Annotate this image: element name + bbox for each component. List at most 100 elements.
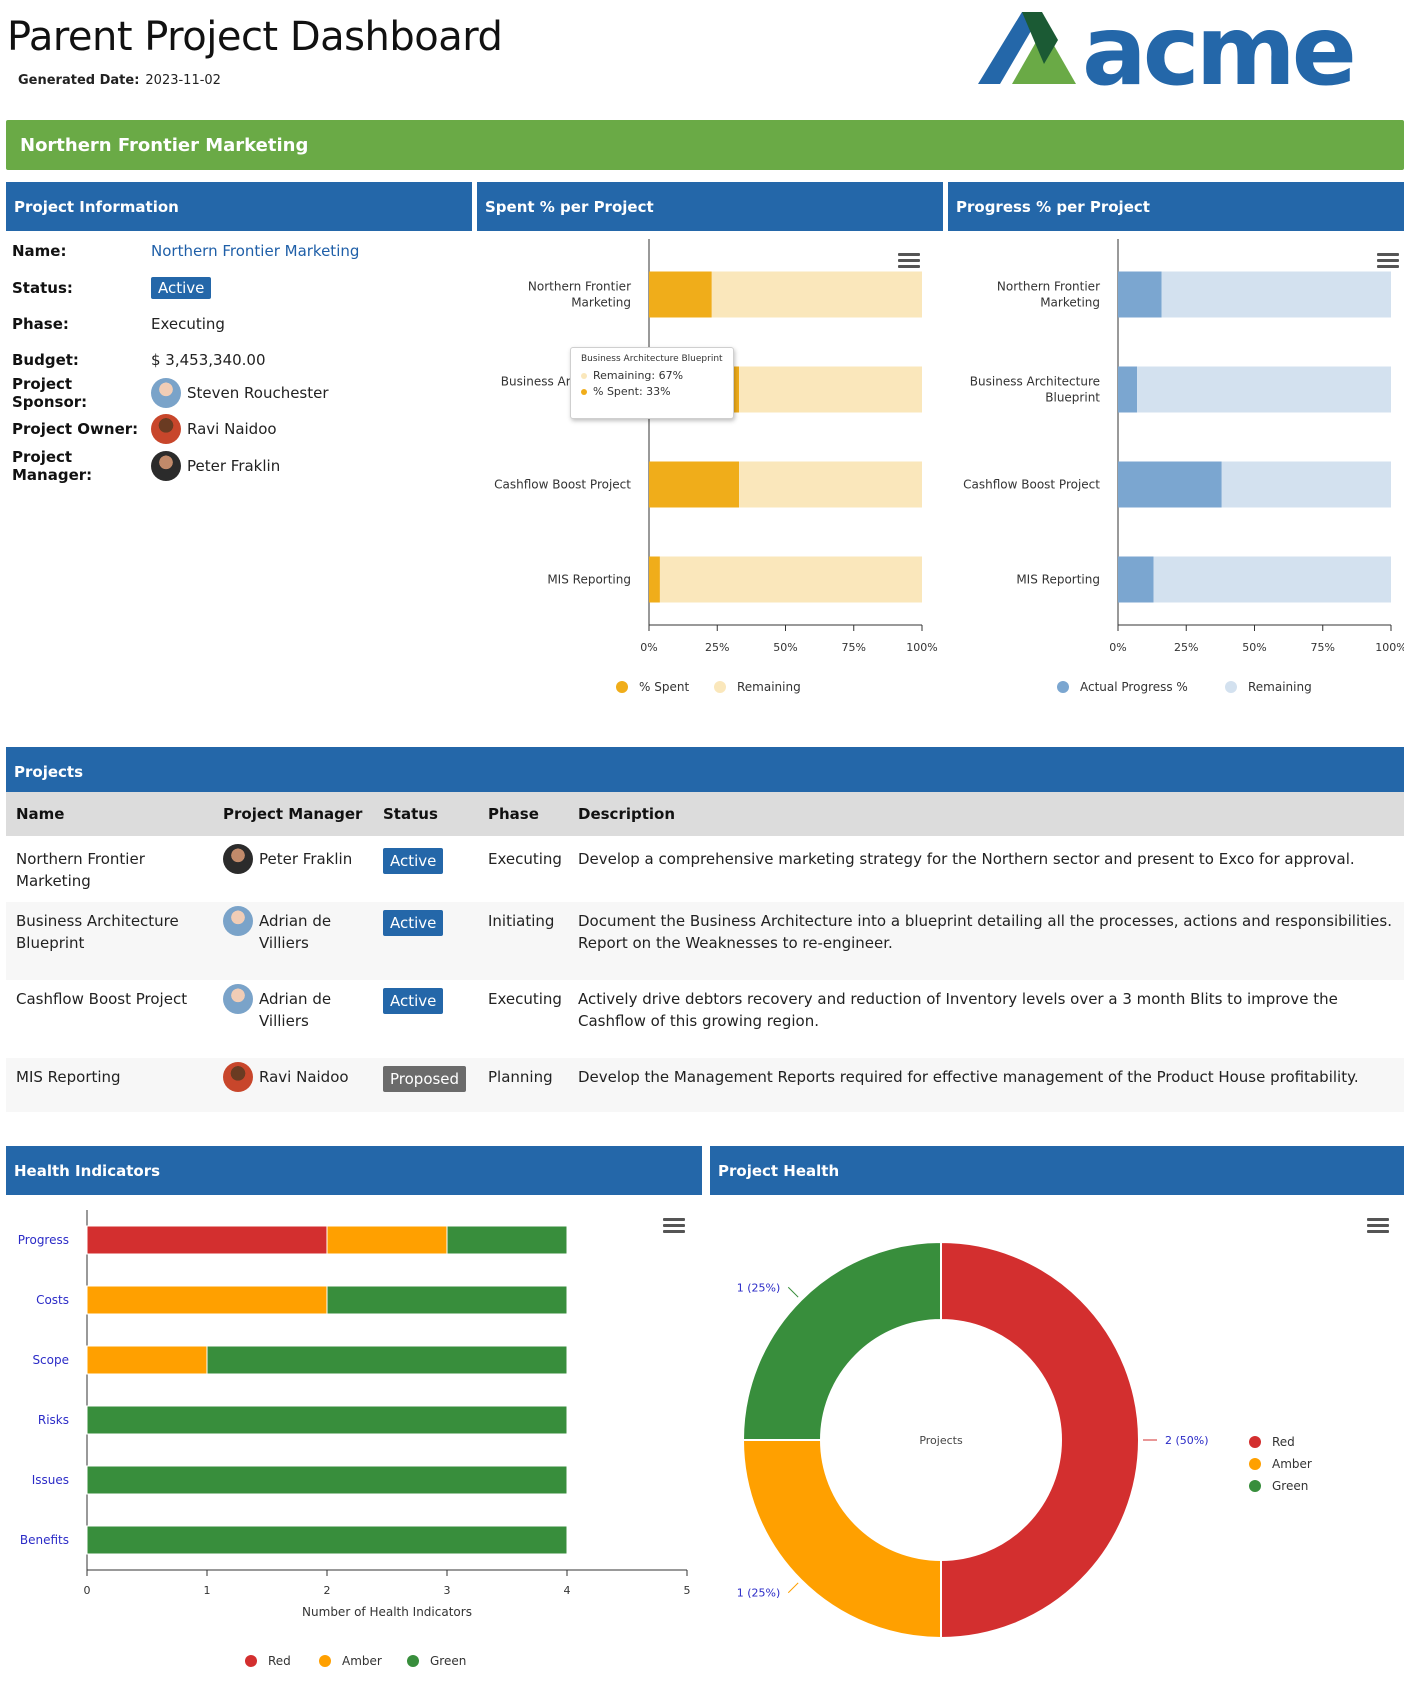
x-tick-label: 0% <box>640 641 657 654</box>
info-row-owner: Project Owner: Ravi Naidoo <box>12 414 277 444</box>
category-label: Northern Frontier <box>997 280 1100 294</box>
category-label: Northern Frontier <box>528 280 631 294</box>
col-manager: Project Manager <box>223 805 363 823</box>
row-phase: Executing <box>488 850 562 868</box>
sponsor-name: Steven Rouchester <box>187 384 329 402</box>
status-label: Status: <box>12 279 73 297</box>
acme-logo-icon: acme <box>978 6 1357 96</box>
row-description: Actively drive debtors recovery and redu… <box>578 990 1338 1030</box>
category-label: Scope <box>32 1353 69 1367</box>
donut-center-label: Projects <box>919 1434 963 1447</box>
table-row[interactable]: MIS Reporting Ravi Naidoo Proposed Plann… <box>6 1058 1404 1112</box>
project-health-header: Project Health <box>710 1146 1404 1195</box>
bar-remaining <box>1221 461 1391 508</box>
legend-label: Remaining <box>737 680 801 694</box>
progress-chart-menu-icon[interactable] <box>1377 253 1399 271</box>
x-tick-label: 75% <box>1311 641 1335 654</box>
table-row[interactable]: Northern Frontier Marketing Peter Frakli… <box>6 840 1404 902</box>
col-status: Status <box>383 805 438 823</box>
table-row[interactable]: Cashflow Boost Project Adrian de Villier… <box>6 980 1404 1058</box>
phase-label: Phase: <box>12 315 69 333</box>
bar-green <box>326 1285 568 1315</box>
project-banner: Northern Frontier Marketing <box>6 120 1404 170</box>
svg-text:acme: acme <box>1082 6 1353 96</box>
row-name: Cashflow Boost Project <box>16 990 188 1008</box>
slice-red <box>940 1240 1140 1640</box>
x-axis-title: Number of Health Indicators <box>302 1605 472 1619</box>
bar-actualprogress <box>1118 461 1222 508</box>
legend-marker <box>714 681 726 693</box>
bar-amber <box>326 1225 448 1255</box>
x-tick-label: 100% <box>1375 641 1404 654</box>
legend-label: Actual Progress % <box>1080 680 1188 694</box>
generated-date-value: 2023-11-02 <box>145 73 221 88</box>
x-tick-label: 50% <box>1242 641 1266 654</box>
tooltip-title: Business Architecture Blueprint <box>581 354 723 364</box>
row-manager: Ravi Naidoo <box>259 1068 349 1086</box>
bar-spent <box>649 461 740 508</box>
x-tick-label: 75% <box>842 641 866 654</box>
category-label: Benefits <box>20 1533 69 1547</box>
row-status-badge: Active <box>383 910 444 936</box>
data-label: 2 (50%) <box>1165 1434 1209 1447</box>
generated-date-label: Generated Date: <box>18 73 140 88</box>
category-label: Blueprint <box>1045 391 1100 405</box>
bar-red <box>86 1225 328 1255</box>
legend-marker <box>616 681 628 693</box>
category-label: Risks <box>38 1413 69 1427</box>
x-tick-label: 4 <box>564 1584 571 1597</box>
legend-marker <box>245 1655 257 1667</box>
info-row-manager: Project Manager: Peter Fraklin <box>12 448 281 484</box>
health-indicators-chart: Progress Costs Scope Risks Issues Benefits 0 1 2… <box>18 1210 691 1668</box>
manager-name: Peter Fraklin <box>187 457 281 475</box>
table-row[interactable]: Business Architecture Blueprint Adrian d… <box>6 902 1404 980</box>
bar-actualprogress <box>1118 366 1138 413</box>
row-name: Northern Frontier Marketing <box>16 850 145 890</box>
owner-avatar-icon <box>151 414 181 444</box>
remaining-dot-icon <box>581 373 587 379</box>
spent-chart: Northern Frontier Marketing Business Archi… <box>494 239 938 694</box>
legend-label: % Spent <box>639 680 689 694</box>
legend-label: Remaining <box>1248 680 1312 694</box>
spent-per-project-header: Spent % per Project <box>477 182 943 231</box>
category-label: Cashflow Boost Project <box>963 478 1100 492</box>
legend-label: Amber <box>1272 1457 1312 1471</box>
row-name: MIS Reporting <box>16 1068 121 1086</box>
legend-label: Green <box>430 1654 466 1668</box>
health-chart-menu-icon[interactable] <box>663 1218 685 1236</box>
legend-label: Red <box>268 1654 291 1668</box>
project-name-link[interactable]: Northern Frontier Marketing <box>151 242 360 260</box>
col-description: Description <box>578 805 676 823</box>
col-name: Name <box>16 805 65 823</box>
x-tick-label: 3 <box>444 1584 451 1597</box>
row-manager: Adrian de Villiers <box>259 912 332 952</box>
legend-label: Red <box>1272 1435 1295 1449</box>
bar-spent <box>649 271 712 318</box>
row-name: Business Architecture Blueprint <box>16 912 179 952</box>
manager-label: Project Manager: <box>12 448 93 484</box>
pm-avatar-icon <box>223 984 253 1014</box>
category-label: Progress <box>18 1233 69 1247</box>
info-row-status: Status: Active <box>12 275 212 301</box>
info-row-budget: Budget: $ 3,453,340.00 <box>12 347 266 373</box>
bar-remaining <box>739 366 922 413</box>
bar-remaining <box>711 271 922 318</box>
info-row-phase: Phase: Executing <box>12 311 225 337</box>
spent-chart-menu-icon[interactable] <box>898 253 920 271</box>
row-phase: Initiating <box>488 912 555 930</box>
x-tick-label: 0% <box>1109 641 1126 654</box>
category-label: Business Architecture <box>970 375 1100 389</box>
row-phase: Executing <box>488 990 562 1008</box>
row-description: Develop the Management Reports required … <box>578 1068 1359 1086</box>
category-label: Marketing <box>1040 296 1100 310</box>
pm-avatar-icon <box>223 844 253 874</box>
project-information-header: Project Information <box>6 182 472 231</box>
slice-amber <box>741 1439 942 1640</box>
project-health-menu-icon[interactable] <box>1367 1218 1389 1236</box>
bar-actualprogress <box>1118 271 1162 318</box>
legend-marker <box>319 1655 331 1667</box>
health-indicators-header: Health Indicators <box>6 1146 702 1195</box>
chart-tooltip: Business Architecture Blueprint Remainin… <box>570 347 734 419</box>
x-tick-label: 100% <box>906 641 937 654</box>
row-status-badge: Active <box>383 848 444 874</box>
